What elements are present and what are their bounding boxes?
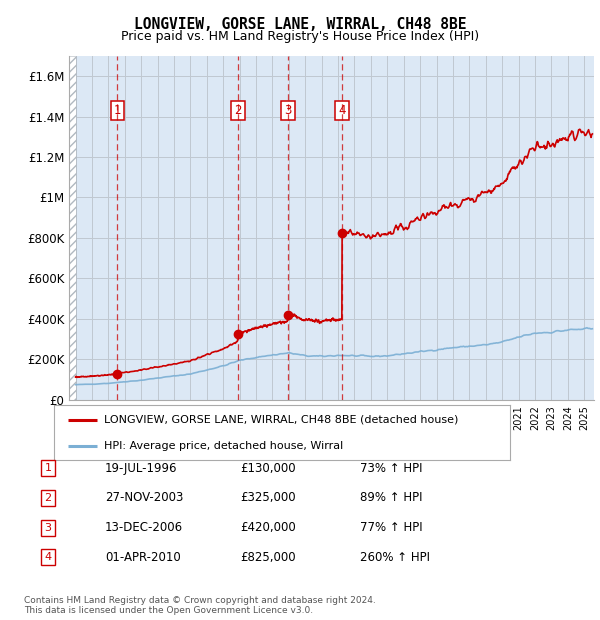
Text: 2: 2 <box>234 104 242 117</box>
Text: £825,000: £825,000 <box>240 551 296 564</box>
Text: Price paid vs. HM Land Registry's House Price Index (HPI): Price paid vs. HM Land Registry's House … <box>121 30 479 43</box>
Text: 4: 4 <box>338 104 346 117</box>
Text: 3: 3 <box>44 523 52 533</box>
Text: 1: 1 <box>113 104 121 117</box>
Text: 3: 3 <box>284 104 292 117</box>
Text: 2: 2 <box>44 493 52 503</box>
Text: £325,000: £325,000 <box>240 492 296 504</box>
Bar <box>69 56 76 400</box>
Text: 1: 1 <box>44 463 52 473</box>
Text: 77% ↑ HPI: 77% ↑ HPI <box>360 521 422 534</box>
Text: 260% ↑ HPI: 260% ↑ HPI <box>360 551 430 564</box>
Text: 27-NOV-2003: 27-NOV-2003 <box>105 492 184 504</box>
Text: 13-DEC-2006: 13-DEC-2006 <box>105 521 183 534</box>
Text: 89% ↑ HPI: 89% ↑ HPI <box>360 492 422 504</box>
Text: 19-JUL-1996: 19-JUL-1996 <box>105 462 178 474</box>
Bar <box>69 56 76 400</box>
Text: 01-APR-2010: 01-APR-2010 <box>105 551 181 564</box>
Text: £130,000: £130,000 <box>240 462 296 474</box>
Text: £420,000: £420,000 <box>240 521 296 534</box>
Text: Contains HM Land Registry data © Crown copyright and database right 2024.
This d: Contains HM Land Registry data © Crown c… <box>24 596 376 615</box>
Text: LONGVIEW, GORSE LANE, WIRRAL, CH48 8BE (detached house): LONGVIEW, GORSE LANE, WIRRAL, CH48 8BE (… <box>104 415 458 425</box>
Text: 4: 4 <box>44 552 52 562</box>
Text: HPI: Average price, detached house, Wirral: HPI: Average price, detached house, Wirr… <box>104 441 343 451</box>
Text: 73% ↑ HPI: 73% ↑ HPI <box>360 462 422 474</box>
Text: LONGVIEW, GORSE LANE, WIRRAL, CH48 8BE: LONGVIEW, GORSE LANE, WIRRAL, CH48 8BE <box>134 17 466 32</box>
